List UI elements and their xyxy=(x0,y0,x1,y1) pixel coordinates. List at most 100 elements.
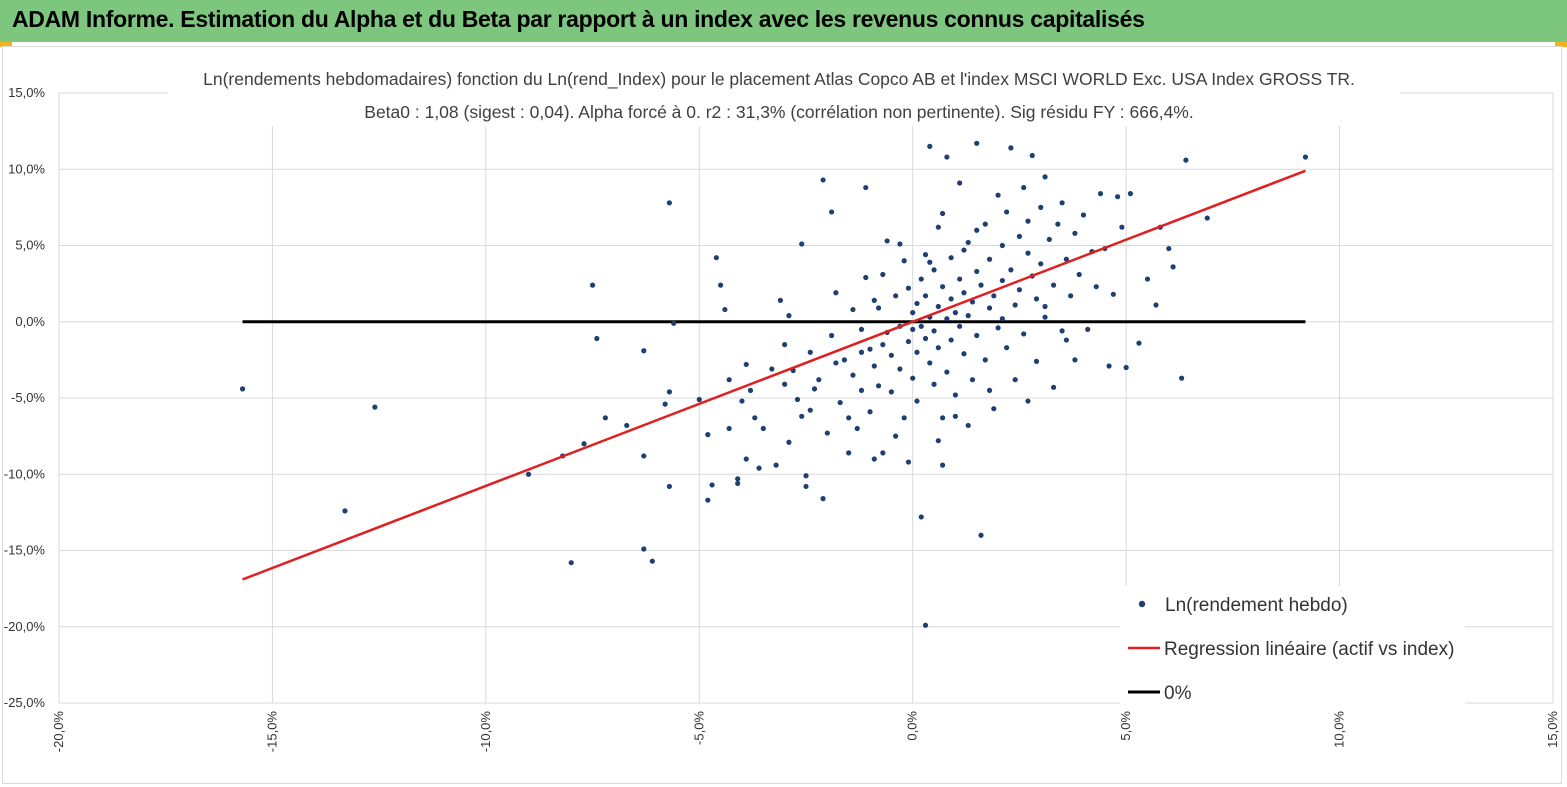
data-point xyxy=(1055,221,1061,227)
x-tick-label: -15,0% xyxy=(264,711,279,753)
data-point xyxy=(1072,230,1078,236)
legend-background xyxy=(1120,586,1465,708)
data-point xyxy=(837,399,843,406)
data-point xyxy=(867,409,873,415)
data-point xyxy=(1183,157,1189,163)
data-point xyxy=(952,310,959,316)
data-point xyxy=(811,386,818,392)
data-point xyxy=(705,497,711,503)
data-point xyxy=(525,471,532,477)
legend-marker-points xyxy=(1138,600,1146,608)
data-point xyxy=(965,239,971,246)
data-point xyxy=(1302,154,1309,160)
report-title: ADAM Informe. Estimation du Alpha et du … xyxy=(12,6,1145,32)
data-point xyxy=(905,459,912,465)
data-point xyxy=(1016,287,1023,293)
data-point xyxy=(1059,200,1065,206)
data-point xyxy=(782,381,788,387)
data-point xyxy=(1042,174,1048,180)
data-point xyxy=(739,398,745,404)
x-axis-ticks: -20,0% -15,0% -10,0% -5,0% 0,0% 5,0% 10,0% 15,0… xyxy=(51,711,1560,753)
legend: Ln(rendement hebdo) Regression linéaire … xyxy=(1120,586,1465,708)
report-banner: ADAM Informe. Estimation du Alpha et du … xyxy=(0,0,1567,42)
data-point xyxy=(935,345,941,351)
data-point xyxy=(589,282,596,288)
data-point xyxy=(974,268,980,275)
data-point xyxy=(1038,261,1044,267)
data-point xyxy=(927,360,933,366)
data-point xyxy=(641,348,647,354)
data-point xyxy=(974,140,980,146)
data-point xyxy=(1004,345,1010,351)
y-tick-label: -5,0% xyxy=(11,390,45,405)
data-point xyxy=(927,143,933,149)
data-point xyxy=(871,456,877,462)
data-point xyxy=(1033,296,1040,302)
data-point xyxy=(939,462,946,468)
data-point xyxy=(713,255,719,261)
data-point xyxy=(1072,357,1078,363)
data-point xyxy=(846,415,852,421)
corner-accent-right xyxy=(1555,42,1567,47)
data-point xyxy=(666,389,673,395)
data-point xyxy=(1063,337,1069,343)
data-point xyxy=(239,386,246,392)
data-point xyxy=(1021,184,1027,191)
data-point xyxy=(999,277,1005,284)
data-point xyxy=(893,293,899,299)
data-point xyxy=(948,296,954,302)
data-point xyxy=(568,560,574,566)
data-point xyxy=(999,242,1005,249)
data-point xyxy=(1068,293,1074,299)
data-point xyxy=(641,546,647,552)
data-point xyxy=(1166,245,1172,252)
data-point xyxy=(735,480,741,486)
data-point xyxy=(991,293,997,299)
data-point xyxy=(696,396,702,403)
data-point xyxy=(961,247,967,253)
data-point xyxy=(922,293,929,299)
data-point xyxy=(957,323,963,329)
regression-line xyxy=(242,169,1306,581)
x-tick-label: 5,0% xyxy=(1118,711,1133,741)
data-point xyxy=(666,483,673,490)
data-point xyxy=(342,508,348,514)
data-point xyxy=(803,483,809,490)
data-point xyxy=(944,369,950,375)
data-point xyxy=(875,305,882,311)
data-point xyxy=(863,184,869,191)
data-point xyxy=(1085,326,1091,332)
data-point xyxy=(641,453,647,459)
x-tick-label: 0,0% xyxy=(905,711,920,741)
data-point xyxy=(1115,194,1121,200)
data-point xyxy=(1179,375,1185,381)
data-point xyxy=(1080,212,1087,218)
data-point xyxy=(718,282,724,288)
data-point xyxy=(372,404,378,410)
data-point xyxy=(986,305,993,311)
data-point xyxy=(935,303,941,310)
data-point xyxy=(858,387,865,393)
data-point xyxy=(841,357,848,363)
data-point xyxy=(1029,152,1035,159)
data-point xyxy=(1063,256,1069,262)
data-point xyxy=(666,200,673,206)
data-point xyxy=(935,224,941,230)
x-tick-label: 10,0% xyxy=(1332,711,1347,748)
data-point xyxy=(931,381,937,387)
data-point xyxy=(594,335,600,342)
data-point xyxy=(1136,340,1142,346)
data-point xyxy=(816,377,822,383)
x-tick-label: 15,0% xyxy=(1545,711,1560,748)
data-point xyxy=(760,425,766,432)
x-tick-label: -5,0% xyxy=(691,711,706,745)
data-point xyxy=(756,465,762,471)
data-point xyxy=(807,349,813,355)
data-point xyxy=(1012,302,1018,308)
data-point xyxy=(794,396,801,403)
data-point xyxy=(1076,271,1082,278)
data-point xyxy=(1038,204,1044,210)
data-point xyxy=(602,415,608,421)
data-point xyxy=(901,258,907,264)
data-point xyxy=(833,360,839,366)
